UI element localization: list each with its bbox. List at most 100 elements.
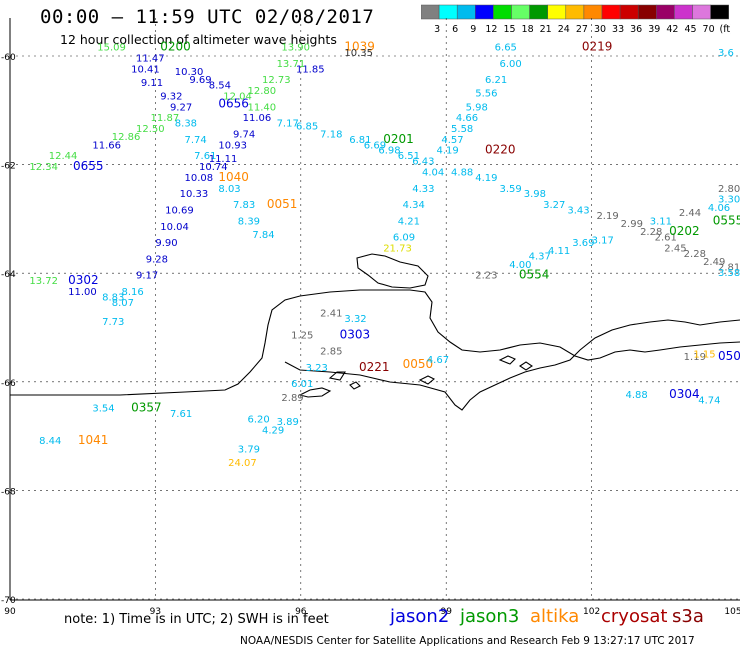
color-label: (ft) xyxy=(720,24,731,35)
island-4 xyxy=(418,375,435,385)
wave-height-label: 12.44 xyxy=(49,151,78,162)
color-swatch xyxy=(619,4,639,20)
wave-height-label: 6.85 xyxy=(296,121,318,132)
wave-height-label: 3.6 xyxy=(718,48,734,59)
wave-height-label: 10.93 xyxy=(218,140,247,151)
wave-height-label: 2.23 xyxy=(475,271,497,282)
wave-height-label: 3.89 xyxy=(277,417,299,428)
pass-time-label: 0655 xyxy=(73,159,104,173)
color-swatch xyxy=(565,4,585,20)
color-label: 45 xyxy=(684,24,696,35)
wave-height-label: 2.19 xyxy=(596,211,618,222)
wave-height-label: 2.81 xyxy=(718,262,740,273)
tick-labels: 90 93 96 99 102 105-60-62-64-66-68-70 xyxy=(1,53,740,617)
coastline-lower xyxy=(284,319,740,411)
color-swatch xyxy=(438,4,458,20)
wave-height-label: 24.07 xyxy=(228,458,257,469)
satellite-s3a: s3a xyxy=(672,606,704,627)
map-frame xyxy=(9,18,740,601)
graticule xyxy=(10,18,740,600)
wave-height-label: 7.83 xyxy=(233,200,255,211)
wave-height-label: 13.71 xyxy=(277,59,306,70)
y-tick-label: -62 xyxy=(1,162,16,172)
wave-height-label: 8.38 xyxy=(175,119,197,130)
wave-height-label: 9.17 xyxy=(136,271,158,282)
wave-height-label: 6.09 xyxy=(393,233,415,244)
y-tick-label: -70 xyxy=(1,596,16,606)
pass-time-label: 0201 xyxy=(383,132,414,146)
credit-line: NOAA/NESDIS Center for Satellite Applica… xyxy=(240,635,695,647)
color-label: 12 xyxy=(485,24,497,35)
pass-time-label: 0656 xyxy=(218,97,249,111)
color-label: 70 xyxy=(703,24,715,35)
wave-height-label: 12.50 xyxy=(136,124,165,135)
wave-height-label: 4.11 xyxy=(548,246,570,257)
color-swatch xyxy=(583,4,603,20)
pass-time-label: 0051 xyxy=(267,197,298,211)
wave-height-label: 1.25 xyxy=(291,330,313,341)
island-1 xyxy=(298,387,332,398)
wave-height-label: 10.74 xyxy=(199,162,228,173)
wave-height-label: 1.15 xyxy=(693,349,715,360)
wave-height-label: 6.81 xyxy=(349,135,371,146)
wave-height-label: 4.37 xyxy=(529,252,551,263)
y-tick-label: -64 xyxy=(1,270,16,280)
wave-height-label: 2.41 xyxy=(320,309,342,320)
satellite-jason3: jason3 xyxy=(460,606,520,627)
color-label: 27 xyxy=(576,24,588,35)
wave-height-label: 11.66 xyxy=(92,140,121,151)
wave-height-label: 10.04 xyxy=(160,222,189,233)
wave-height-label: 2.44 xyxy=(679,208,701,219)
color-swatch xyxy=(601,4,621,20)
x-tick-label: 90 xyxy=(4,607,16,617)
wave-height-label: 2.49 xyxy=(703,257,725,268)
wave-height-label: 3.23 xyxy=(306,363,328,374)
color-label: 6 xyxy=(452,24,458,35)
wave-height-label: 7.84 xyxy=(252,230,274,241)
pass-time-label: 1041 xyxy=(78,433,109,447)
wave-height-label: 2.45 xyxy=(664,243,686,254)
island-5 xyxy=(498,355,516,365)
wave-height-label: 8.39 xyxy=(238,216,260,227)
wave-height-label: 11.06 xyxy=(243,113,272,124)
pass-time-label: 0050 xyxy=(403,357,434,371)
wave-height-label: 4.66 xyxy=(456,113,478,124)
pass-time-label: 0219 xyxy=(582,40,613,54)
wave-height-label: 6.65 xyxy=(495,43,517,54)
wave-height-label: 10.30 xyxy=(175,67,204,78)
wave-height-label: 6.20 xyxy=(247,415,269,426)
wave-height-label: 7.73 xyxy=(102,317,124,328)
color-swatch xyxy=(692,4,711,20)
wave-height-label: 4.74 xyxy=(698,396,720,407)
wave-height-label: 7.74 xyxy=(184,135,206,146)
wave-height-label: 4.34 xyxy=(403,200,425,211)
wave-height-label: 3.43 xyxy=(567,205,589,216)
pass-time-label: 0304 xyxy=(669,387,700,401)
color-label: 42 xyxy=(666,24,678,35)
wave-height-label: 8.83 xyxy=(102,292,124,303)
color-label: 3 xyxy=(434,24,440,35)
wave-height-label: 3.69 xyxy=(572,238,594,249)
color-swatch xyxy=(475,4,494,20)
wave-height-label: 9.69 xyxy=(189,75,211,86)
wave-height-label: 8.03 xyxy=(218,184,240,195)
pass-time-label: 0555 xyxy=(713,213,740,227)
wave-height-label: 11.47 xyxy=(136,53,165,64)
wave-height-label: 2.80 xyxy=(718,184,740,195)
satellite-altika: altika xyxy=(530,606,580,627)
wave-height-label: 3.98 xyxy=(524,189,546,200)
color-label: 39 xyxy=(648,24,660,35)
satellite-cryosat: cryosat xyxy=(601,606,668,627)
color-label: 36 xyxy=(630,24,642,35)
satellite-jason2: jason2 xyxy=(390,606,450,627)
color-swatch xyxy=(456,4,476,20)
island-3 xyxy=(328,371,346,381)
color-label: 33 xyxy=(612,24,624,35)
wave-height-label: 6.69 xyxy=(364,140,386,151)
coastline-main xyxy=(10,289,740,396)
wave-height-label: 12.04 xyxy=(223,91,252,102)
wave-height-label: 4.04 xyxy=(422,167,444,178)
color-swatch xyxy=(547,4,567,20)
